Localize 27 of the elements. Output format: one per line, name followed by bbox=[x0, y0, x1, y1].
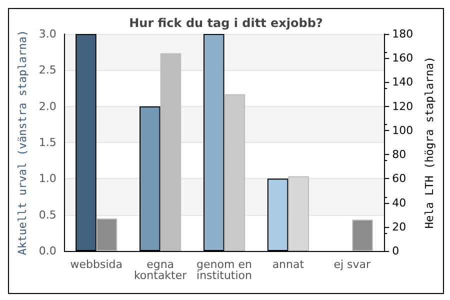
y2-tick-label: 120 bbox=[392, 100, 414, 113]
y2-axis-title: Hela LTH (högra staplarna) bbox=[423, 56, 436, 229]
y-tick-label: 1.0 bbox=[38, 172, 56, 186]
chart-title: Hur fick du tag i ditt exjobb? bbox=[129, 16, 323, 30]
x-tick-label: genom en institution bbox=[196, 258, 252, 282]
y2-tick-label: 60 bbox=[392, 172, 406, 186]
x-tick-label: ej svar bbox=[334, 258, 372, 271]
x-tick-label: egna kontakter bbox=[134, 258, 188, 282]
y2-tick-label: 0 bbox=[392, 244, 400, 258]
y2-tick-label: 20 bbox=[392, 220, 406, 234]
y-tick-label: 1.5 bbox=[38, 136, 56, 149]
y2-tick-label: 80 bbox=[392, 148, 406, 162]
y-tick-label: 3.0 bbox=[38, 28, 56, 40]
y-tick-label: 2.0 bbox=[38, 100, 56, 113]
y-tick-label: 2.5 bbox=[38, 64, 56, 77]
x-tick-label: annat bbox=[272, 258, 305, 271]
y2-tick-label: 160 bbox=[392, 52, 414, 65]
bar bbox=[96, 218, 118, 251]
bar bbox=[352, 220, 373, 251]
y-tick-label: 0.5 bbox=[38, 208, 56, 222]
y2-tick-label: 140 bbox=[392, 76, 414, 89]
y2-tick-label: 100 bbox=[392, 124, 414, 137]
y2-tick-label: 180 bbox=[392, 28, 414, 40]
y-tick-label: 0.0 bbox=[38, 244, 56, 258]
y2-tick-label: 40 bbox=[392, 196, 406, 210]
y-axis-title: Aktuellt urval (vänstra staplarna) bbox=[16, 30, 29, 256]
x-tick-label: webbsida bbox=[70, 258, 122, 271]
